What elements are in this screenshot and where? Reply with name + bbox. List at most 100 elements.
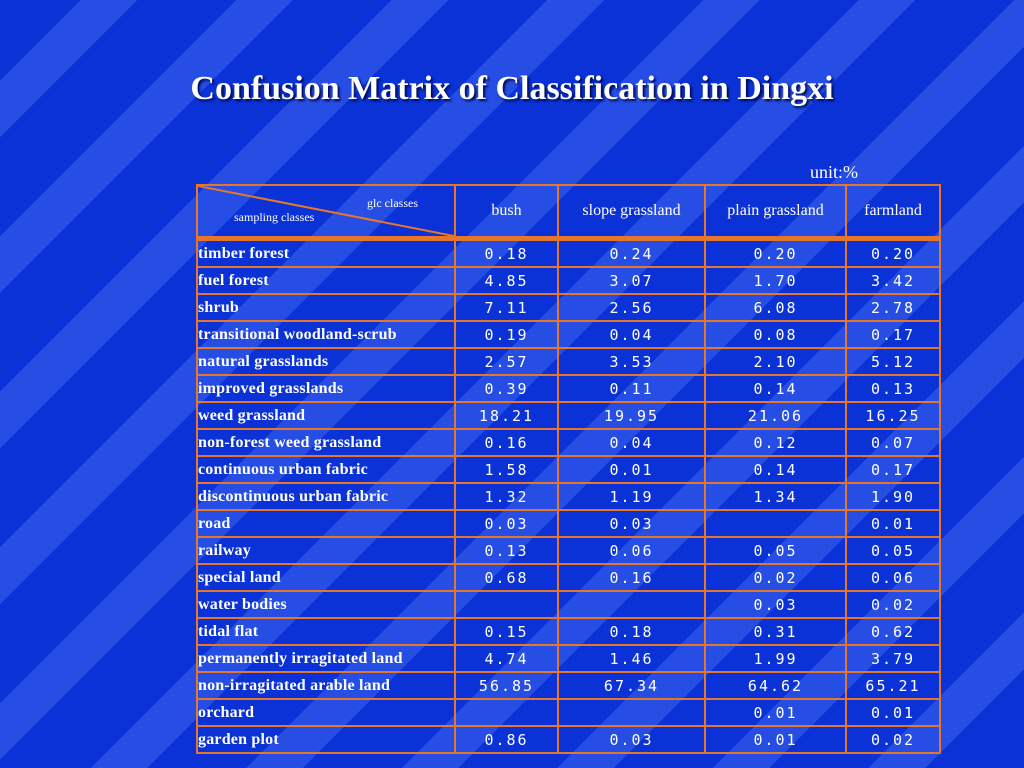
sampling-classes-label: sampling classes: [234, 210, 315, 224]
row-label: timber forest: [196, 237, 456, 268]
cell-farmland: 0.02: [845, 725, 941, 754]
confusion-matrix-table: glc classes sampling classes bush slope …: [196, 184, 941, 754]
table-row: orchard 0.01 0.01: [196, 698, 941, 727]
row-label: discontinuous urban fabric: [196, 482, 456, 511]
cell-slope-grassland: 1.19: [557, 482, 706, 511]
slide-title: Confusion Matrix of Classification in Di…: [190, 70, 834, 107]
cell-plain-grassland: 0.01: [704, 725, 847, 754]
cell-plain-grassland: 2.10: [704, 347, 847, 376]
cell-slope-grassland: 0.01: [557, 455, 706, 484]
row-label: shrub: [196, 293, 456, 322]
cell-bush: 1.32: [454, 482, 559, 511]
row-label: transitional woodland-scrub: [196, 320, 456, 349]
cell-slope-grassland: 0.11: [557, 374, 706, 403]
row-label: natural grasslands: [196, 347, 456, 376]
glc-classes-label: glc classes: [367, 196, 418, 210]
cell-farmland: 0.07: [845, 428, 941, 457]
cell-plain-grassland: 0.05: [704, 536, 847, 565]
table-row: discontinuous urban fabric 1.32 1.19 1.34 1.…: [196, 482, 941, 511]
cell-plain-grassland: 1.70: [704, 266, 847, 295]
table-row: timber forest 0.18 0.24 0.20 0.20: [196, 237, 941, 268]
cell-slope-grassland: 2.56: [557, 293, 706, 322]
row-label: road: [196, 509, 456, 538]
table-row: water bodies 0.03 0.02: [196, 590, 941, 619]
cell-farmland: 0.01: [845, 698, 941, 727]
row-label: orchard: [196, 698, 456, 727]
row-label: special land: [196, 563, 456, 592]
cell-bush: 0.18: [454, 237, 559, 268]
row-label: railway: [196, 536, 456, 565]
cell-plain-grassland: 0.31: [704, 617, 847, 646]
cell-farmland: 0.17: [845, 320, 941, 349]
cell-plain-grassland: 0.03: [704, 590, 847, 619]
table-row: non-irragitated arable land 56.85 67.34 64.…: [196, 671, 941, 700]
cell-bush: 0.03: [454, 509, 559, 538]
table-row: railway 0.13 0.06 0.05 0.05: [196, 536, 941, 565]
cell-bush: 7.11: [454, 293, 559, 322]
cell-bush: 4.74: [454, 644, 559, 673]
column-header-bush: bush: [454, 184, 559, 241]
cell-bush: 0.15: [454, 617, 559, 646]
cell-slope-grassland: 67.34: [557, 671, 706, 700]
row-label: tidal flat: [196, 617, 456, 646]
table-row: improved grasslands 0.39 0.11 0.14 0.13: [196, 374, 941, 403]
cell-slope-grassland: 0.03: [557, 509, 706, 538]
cell-bush: 0.16: [454, 428, 559, 457]
table-row: fuel forest 4.85 3.07 1.70 3.42: [196, 266, 941, 295]
table-row: permanently irragitated land 4.74 1.46 1.99…: [196, 644, 941, 673]
table-row: non-forest weed grassland 0.16 0.04 0.12 0.0…: [196, 428, 941, 457]
row-label: weed grassland: [196, 401, 456, 430]
cell-bush: 0.39: [454, 374, 559, 403]
column-header-plain-grassland: plain grassland: [704, 184, 847, 241]
table-row: shrub 7.11 2.56 6.08 2.78: [196, 293, 941, 322]
table-row: weed grassland 18.21 19.95 21.06 16.25: [196, 401, 941, 430]
table-row: transitional woodland-scrub 0.19 0.04 0.08 0…: [196, 320, 941, 349]
cell-slope-grassland: 0.04: [557, 320, 706, 349]
cell-plain-grassland: 0.08: [704, 320, 847, 349]
header-row: glc classes sampling classes bush slope …: [196, 184, 941, 241]
cell-plain-grassland: 21.06: [704, 401, 847, 430]
matrix-body: timber forest 0.18 0.24 0.20 0.20 fuel forest…: [196, 237, 941, 754]
row-label: non-forest weed grassland: [196, 428, 456, 457]
cell-farmland: 0.17: [845, 455, 941, 484]
row-label: permanently irragitated land: [196, 644, 456, 673]
cell-plain-grassland: 0.14: [704, 374, 847, 403]
cell-bush: 2.57: [454, 347, 559, 376]
cell-farmland: 1.90: [845, 482, 941, 511]
row-label: improved grasslands: [196, 374, 456, 403]
cell-plain-grassland: 0.12: [704, 428, 847, 457]
cell-slope-grassland: 3.07: [557, 266, 706, 295]
cell-bush: 0.68: [454, 563, 559, 592]
column-header-slope-grassland: slope grassland: [557, 184, 706, 241]
table-row: road 0.03 0.03 0.01: [196, 509, 941, 538]
row-label: non-irragitated arable land: [196, 671, 456, 700]
cell-bush: 1.58: [454, 455, 559, 484]
cell-bush: 4.85: [454, 266, 559, 295]
column-header-farmland: farmland: [845, 184, 941, 241]
row-label: water bodies: [196, 590, 456, 619]
cell-farmland: 0.62: [845, 617, 941, 646]
cell-farmland: 2.78: [845, 293, 941, 322]
table-row: special land 0.68 0.16 0.02 0.06: [196, 563, 941, 592]
cell-slope-grassland: 0.24: [557, 237, 706, 268]
cell-plain-grassland: 1.99: [704, 644, 847, 673]
cell-slope-grassland: 0.03: [557, 725, 706, 754]
cell-farmland: 5.12: [845, 347, 941, 376]
table-row: natural grasslands 2.57 3.53 2.10 5.12: [196, 347, 941, 376]
cell-farmland: 0.02: [845, 590, 941, 619]
cell-bush: 0.13: [454, 536, 559, 565]
cell-slope-grassland: 0.06: [557, 536, 706, 565]
cell-farmland: 0.13: [845, 374, 941, 403]
cell-bush: 0.86: [454, 725, 559, 754]
cell-bush: 0.19: [454, 320, 559, 349]
cell-farmland: 3.42: [845, 266, 941, 295]
table-row: continuous urban fabric 1.58 0.01 0.14 0.17: [196, 455, 941, 484]
corner-header-cell: glc classes sampling classes: [196, 184, 456, 241]
row-label: garden plot: [196, 725, 456, 754]
row-label: continuous urban fabric: [196, 455, 456, 484]
cell-plain-grassland: 0.01: [704, 698, 847, 727]
cell-farmland: 0.05: [845, 536, 941, 565]
cell-plain-grassland: 1.34: [704, 482, 847, 511]
cell-slope-grassland: 1.46: [557, 644, 706, 673]
cell-slope-grassland: 0.16: [557, 563, 706, 592]
